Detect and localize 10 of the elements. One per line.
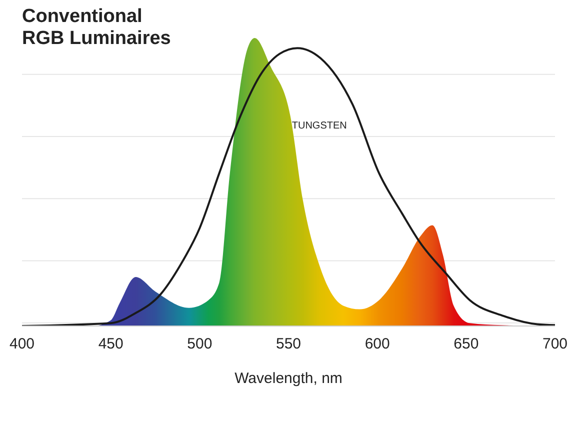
- x-tick-label: 500: [187, 336, 212, 353]
- chart-title: Conventional RGB Luminaires: [22, 6, 172, 50]
- x-tick-label: 400: [9, 336, 35, 353]
- x-tick-label: 450: [98, 336, 124, 353]
- x-axis-title: Wavelength, nm: [234, 370, 342, 387]
- x-tick-label: 650: [454, 336, 479, 353]
- x-tick-label: 550: [276, 336, 302, 353]
- series-label: TUNGSTEN: [292, 120, 347, 132]
- x-tick-label: 700: [542, 336, 568, 353]
- x-tick-label: 600: [364, 336, 390, 353]
